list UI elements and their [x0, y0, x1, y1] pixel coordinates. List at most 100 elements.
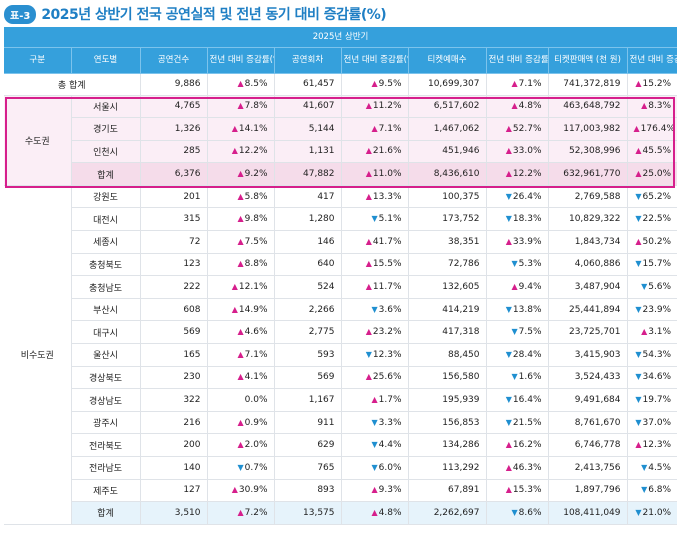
cell-tickets: 173,752 — [408, 207, 487, 232]
cell-shows: 13,575 — [274, 501, 342, 525]
cell-sales: 741,372,819 — [548, 73, 628, 96]
triangle-up-icon: ▲ — [635, 236, 642, 246]
cell-performances: 72 — [140, 230, 208, 254]
cell-tickets-change: ▼16.4% — [486, 388, 549, 412]
cell-tickets: 1,467,062 — [408, 117, 487, 141]
triangle-down-icon: ▼ — [371, 417, 378, 427]
cell-shows: 1,167 — [274, 388, 342, 412]
table-row: 전라북도 200 ▲2.0% 629 ▼4.4% 134,286 ▲16.2% 6,746,7… — [4, 433, 678, 457]
triangle-down-icon: ▼ — [371, 462, 378, 472]
cell-perf-change-value: 4.6% — [244, 327, 268, 338]
cell-perf-change-value: 9.2% — [244, 169, 268, 180]
region-name: 경상남도 — [71, 388, 141, 412]
cell-sales: 52,308,996 — [548, 140, 628, 164]
cell-tickets-change-value: 33.9% — [512, 236, 542, 247]
triangle-up-icon: ▲ — [371, 79, 378, 88]
triangle-down-icon: ▼ — [511, 372, 518, 382]
table-row: 제주도 127 ▲30.9% 893 ▲9.3% 67,891 ▲15.3% 1,897,79… — [4, 479, 678, 503]
cell-tickets: 67,891 — [408, 479, 487, 503]
cell-shows-change-value: 25.6% — [372, 372, 402, 383]
cell-tickets-change: ▲12.2% — [486, 162, 549, 186]
cell-tickets: 134,286 — [408, 433, 487, 457]
cell-perf-change: ▲4.6% — [207, 320, 275, 345]
cell-tickets: 417,318 — [408, 320, 487, 345]
triangle-down-icon: ▼ — [635, 304, 642, 314]
cell-tickets: 156,853 — [408, 411, 487, 435]
cell-perf-change: 0.0% — [207, 388, 275, 412]
table-body: 총 합계 9,886 ▲8.5% 61,457 ▲9.5% 10,699,307 ▲7.1%… — [4, 73, 678, 525]
triangle-up-icon: ▲ — [641, 101, 648, 111]
table-row: 인천시 285 ▲12.2% 1,131 ▲21.6% 451,946 ▲33.0% 52,3… — [4, 140, 678, 164]
table-row: 부산시 608 ▲14.9% 2,266 ▼3.6% 414,219 ▼13.8% 25,44… — [4, 298, 678, 322]
triangle-down-icon: ▼ — [511, 259, 518, 269]
triangle-up-icon: ▲ — [505, 485, 512, 495]
cell-shows-change: ▲1.7% — [341, 388, 409, 412]
cell-tickets: 414,219 — [408, 298, 487, 322]
region-name: 울산시 — [71, 343, 141, 367]
table-row: 대전시 315 ▲9.8% 1,280 ▼5.1% 173,752 ▼18.3% 10,829… — [4, 207, 678, 232]
cell-shows-change: ▲11.0% — [341, 162, 409, 186]
cell-perf-change: ▲14.9% — [207, 298, 275, 322]
cell-tickets: 72,786 — [408, 253, 487, 277]
cell-perf-change-value: 4.1% — [244, 372, 268, 383]
triangle-down-icon: ▼ — [511, 507, 518, 517]
triangle-up-icon: ▲ — [237, 259, 244, 269]
cell-tickets-change-value: 16.2% — [512, 440, 542, 451]
cell-perf-change-value: 0.0% — [244, 395, 268, 406]
triangle-up-icon: ▲ — [505, 236, 512, 246]
col-performances: 공연건수 — [140, 47, 208, 74]
cell-perf-change: ▲5.8% — [207, 185, 275, 209]
cell-shows-change: ▲4.8% — [341, 501, 409, 525]
cell-shows: 2,775 — [274, 320, 342, 345]
cell-shows-change: ▼3.6% — [341, 298, 409, 322]
cell-sales-change: ▼6.8% — [627, 479, 678, 503]
region-name: 부산시 — [71, 298, 141, 322]
cell-sales: 1,897,796 — [548, 479, 628, 503]
triangle-up-icon: ▲ — [237, 191, 244, 201]
region-name: 충청북도 — [71, 253, 141, 277]
cell-shows: 593 — [274, 343, 342, 367]
cell-perf-change-value: 0.9% — [244, 417, 268, 428]
cell-perf-change: ▲12.2% — [207, 140, 275, 164]
cell-tickets-change-value: 21.5% — [512, 417, 542, 428]
cell-performances: 123 — [140, 253, 208, 277]
triangle-down-icon: ▼ — [635, 191, 642, 201]
cell-shows-change: ▲41.7% — [341, 230, 409, 254]
cell-tickets-change: ▲46.3% — [486, 456, 549, 480]
cell-tickets-change: ▼5.3% — [486, 253, 549, 277]
cell-tickets: 8,436,610 — [408, 162, 487, 186]
cell-shows-change-value: 23.2% — [372, 327, 402, 338]
cell-tickets-change-value: 46.3% — [512, 462, 542, 473]
cell-perf-change: ▲30.9% — [207, 479, 275, 503]
triangle-down-icon: ▼ — [371, 440, 378, 450]
cell-tickets: 38,351 — [408, 230, 487, 254]
triangle-up-icon: ▲ — [365, 236, 372, 246]
cell-shows-change: ▼3.3% — [341, 411, 409, 435]
cell-shows-change: ▼6.0% — [341, 456, 409, 480]
cell-sales-change-value: 8.3% — [648, 101, 672, 112]
cell-sales: 4,060,886 — [548, 253, 628, 277]
triangle-up-icon: ▲ — [237, 169, 244, 179]
triangle-up-icon: ▲ — [635, 79, 642, 88]
region-name: 대구시 — [71, 320, 141, 345]
triangle-up-icon: ▲ — [365, 169, 372, 179]
cell-sales: 8,761,670 — [548, 411, 628, 435]
cell-shows-change-value: 1.7% — [378, 395, 402, 406]
triangle-down-icon: ▼ — [505, 349, 512, 359]
cell-perf-change-value: 7.1% — [244, 349, 268, 360]
cell-perf-change: ▲2.0% — [207, 433, 275, 457]
cell-perf-change-value: 12.1% — [238, 282, 268, 293]
cell-sales-change-value: 65.2% — [642, 191, 672, 202]
triangle-up-icon: ▲ — [365, 372, 372, 382]
triangle-up-icon: ▲ — [505, 123, 512, 133]
region-name: 인천시 — [71, 140, 141, 164]
cell-tickets: 10,699,307 — [408, 73, 487, 96]
table-badge: 표-3 — [4, 4, 37, 24]
nonmetro-total-row: 합계 3,510 ▲7.2% 13,575 ▲4.8% 2,262,697 ▼8.6% 108… — [4, 501, 678, 525]
metro-total-row: 합계 6,376 ▲9.2% 47,882 ▲11.0% 8,436,610 ▲12.2% 6… — [4, 162, 678, 186]
triangle-up-icon: ▲ — [635, 146, 642, 156]
cell-tickets: 195,939 — [408, 388, 487, 412]
table-row: 경상남도 322 0.0% 1,167 ▲1.7% 195,939 ▼16.4% 9,491,… — [4, 388, 678, 412]
cell-tickets-change-value: 16.4% — [512, 395, 542, 406]
cell-shows-change-value: 9.3% — [378, 485, 402, 496]
